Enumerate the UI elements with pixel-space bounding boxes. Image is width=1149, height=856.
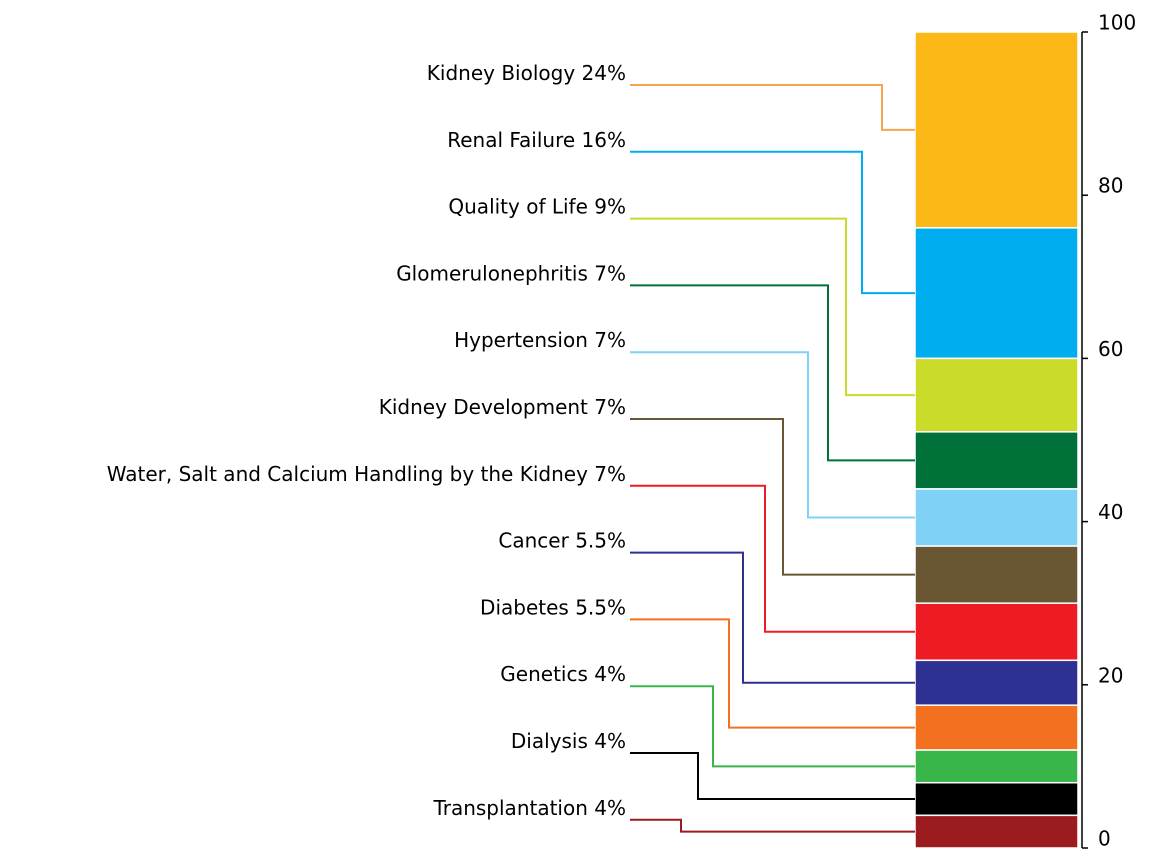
segment-label: Hypertension 7% — [454, 328, 626, 352]
value-label: 5.5% — [575, 528, 626, 552]
category-name: Renal Failure — [447, 127, 575, 151]
value-label: 16% — [582, 127, 626, 151]
bar-segment — [914, 357, 1079, 433]
y-tick-label: 60 — [1098, 337, 1123, 361]
bar-segment — [914, 659, 1079, 706]
value-label: 7% — [594, 328, 626, 352]
bar-segment — [914, 602, 1079, 662]
leader-line — [630, 351, 915, 519]
leader-line — [630, 217, 915, 397]
leader-line — [630, 752, 915, 801]
value-label: 4% — [594, 795, 626, 819]
leader-line — [630, 84, 915, 131]
leader-line — [630, 551, 915, 684]
segment-label: Cancer 5.5% — [498, 528, 626, 552]
leader-line — [630, 484, 915, 633]
category-name: Diabetes — [480, 595, 569, 619]
bar-segment — [914, 431, 1079, 490]
category-name: Cancer — [498, 528, 569, 552]
bar-segment — [914, 545, 1079, 604]
value-label: 7% — [594, 261, 626, 285]
segment-label: Diabetes 5.5% — [480, 595, 626, 619]
segment-label: Transplantation 4% — [432, 795, 626, 819]
category-name: Genetics — [500, 662, 588, 686]
leader-line — [630, 150, 915, 295]
category-name: Quality of Life — [448, 194, 588, 218]
bar-segment — [914, 227, 1079, 360]
leader-line — [630, 284, 915, 462]
bar-segment — [914, 488, 1079, 547]
bar-segment — [914, 814, 1079, 849]
bar-segment — [914, 781, 1079, 817]
category-name: Dialysis — [511, 729, 588, 753]
value-label: 7% — [594, 395, 626, 419]
y-tick-label: 40 — [1098, 500, 1123, 524]
y-tick-label: 20 — [1098, 663, 1123, 687]
category-name: Water, Salt and Calcium Handling by the … — [107, 461, 588, 485]
segment-label: Kidney Biology 24% — [427, 61, 626, 85]
segment-label: Genetics 4% — [500, 662, 626, 686]
value-label: 7% — [594, 461, 626, 485]
bar-segment — [914, 31, 1079, 229]
segment-label: Water, Salt and Calcium Handling by the … — [107, 461, 626, 485]
value-label: 9% — [594, 194, 626, 218]
category-name: Kidney Biology — [427, 61, 576, 85]
category-name: Kidney Development — [379, 395, 588, 419]
y-tick-label: 0 — [1098, 827, 1111, 851]
value-label: 4% — [594, 662, 626, 686]
value-label: 5.5% — [575, 595, 626, 619]
value-label: 4% — [594, 729, 626, 753]
category-name: Glomerulonephritis — [396, 261, 588, 285]
value-label: 24% — [582, 61, 626, 85]
category-name: Transplantation — [432, 795, 587, 819]
bar-segment — [914, 749, 1079, 784]
segment-label: Quality of Life 9% — [448, 194, 626, 218]
category-name: Hypertension — [454, 328, 588, 352]
segment-label: Glomerulonephritis 7% — [396, 261, 626, 285]
segment-label: Kidney Development 7% — [379, 395, 626, 419]
bar-segment — [914, 704, 1079, 751]
leader-line — [630, 818, 915, 833]
leader-line — [630, 418, 915, 576]
segment-label: Renal Failure 16% — [447, 127, 626, 151]
leader-line — [630, 618, 915, 729]
leader-line — [630, 685, 915, 768]
segment-label: Dialysis 4% — [511, 729, 626, 753]
y-tick-label: 100 — [1098, 11, 1136, 35]
y-tick-label: 80 — [1098, 174, 1123, 198]
